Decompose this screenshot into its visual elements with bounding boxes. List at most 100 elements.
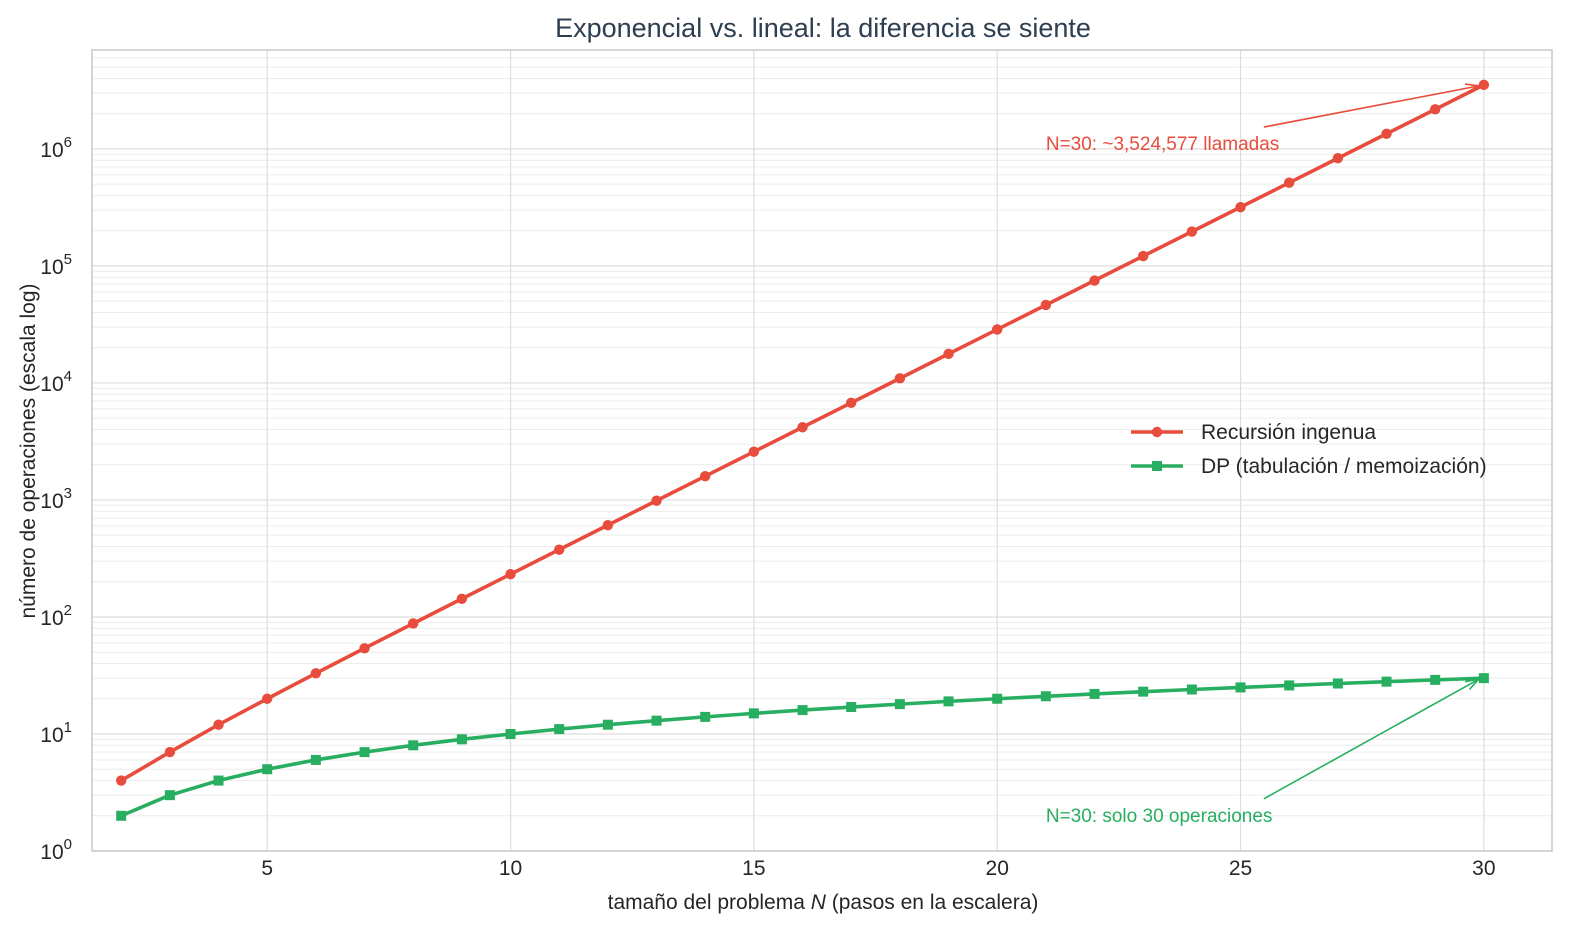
- data-point: [164, 790, 175, 801]
- data-point: [651, 715, 662, 726]
- data-point: [262, 764, 273, 775]
- x-tick-label: 20: [986, 857, 1009, 880]
- chart-title: Exponencial vs. lineal: la diferencia se…: [555, 13, 1091, 43]
- data-point: [1040, 691, 1051, 702]
- annotation-text: N=30: solo 30 operaciones: [1046, 806, 1273, 827]
- y-tick-label: 105: [40, 251, 72, 279]
- y-axis-ticks: 100 101 102 103 104 105 106: [40, 134, 72, 864]
- legend-marker: [1151, 426, 1163, 438]
- data-point: [894, 699, 905, 710]
- data-point: [164, 746, 176, 758]
- y-tick-label: 106: [40, 134, 72, 162]
- legend-marker: [1152, 461, 1162, 471]
- legend-label: Recursión ingenua: [1201, 421, 1376, 444]
- annotations: N=30: ~3,524,577 llamadas N=30: solo 30 o…: [1046, 83, 1482, 827]
- data-point: [700, 470, 711, 482]
- data-point: [894, 373, 906, 384]
- data-point: [700, 711, 711, 722]
- major-grid: [92, 50, 1552, 852]
- data-point: [262, 693, 273, 704]
- data-point: [1186, 684, 1197, 695]
- annotation: N=30: solo 30 operaciones: [1046, 677, 1482, 827]
- x-tick-label: 25: [1229, 857, 1252, 880]
- x-axis-label: tamaño del problema N (pasos en la escal…: [608, 891, 1039, 914]
- y-tick-label: 100: [40, 836, 72, 864]
- data-point: [505, 568, 516, 580]
- x-tick-label: 5: [261, 857, 273, 880]
- data-point: [1430, 104, 1441, 115]
- legend: Recursión ingenua DP (tabulación / memoiz…: [1131, 421, 1487, 478]
- data-point: [797, 705, 808, 716]
- y-tick-label: 104: [40, 368, 72, 396]
- data-point: [602, 719, 613, 730]
- data-point: [943, 696, 954, 707]
- data-point: [456, 593, 468, 604]
- data-point: [310, 754, 321, 765]
- data-point: [1186, 226, 1198, 237]
- x-axis-label-part-1: tamaño del problema: [608, 891, 811, 914]
- x-axis-label-part-3: (pasos en la escalera): [826, 891, 1038, 914]
- data-point: [1332, 153, 1344, 164]
- data-point: [456, 734, 467, 745]
- data-point: [1040, 299, 1052, 311]
- data-point: [1381, 676, 1392, 687]
- data-point: [1478, 79, 1490, 91]
- data-point: [359, 643, 370, 654]
- data-point: [359, 747, 370, 758]
- data-point: [651, 495, 662, 506]
- data-point: [1138, 686, 1149, 697]
- data-point: [1478, 673, 1489, 684]
- x-axis-ticks: 5 10 15 20 25 30: [261, 857, 1495, 880]
- legend-item-2: DP (tabulación / memoización): [1131, 455, 1487, 478]
- data-point: [505, 728, 516, 739]
- data-point: [554, 544, 565, 555]
- data-point: [1235, 201, 1246, 213]
- y-tick-label: 102: [40, 602, 72, 630]
- data-point: [554, 724, 565, 735]
- x-tick-label: 10: [499, 857, 522, 880]
- annotation-arrow: [1263, 678, 1480, 800]
- data-point: [1381, 128, 1392, 139]
- data-point: [310, 668, 322, 679]
- y-axis-label: número de operaciones (escala log): [17, 283, 40, 618]
- data-point: [797, 422, 808, 433]
- annotation-text: N=30: ~3,524,577 llamadas: [1046, 134, 1279, 155]
- data-point: [1235, 682, 1246, 693]
- data-point: [213, 719, 224, 730]
- legend-label: DP (tabulación / memoización): [1201, 455, 1487, 478]
- data-point: [1089, 688, 1100, 699]
- series-layer: [116, 79, 1490, 821]
- data-point: [1430, 674, 1441, 685]
- data-point: [748, 708, 759, 719]
- data-point: [408, 740, 419, 751]
- annotation-arrowhead: [1464, 677, 1482, 691]
- series-1: [116, 79, 1490, 786]
- y-tick-label: 101: [40, 719, 72, 747]
- series-2: [116, 673, 1489, 821]
- data-point: [748, 446, 760, 457]
- data-point: [116, 775, 127, 786]
- minor-grid: [92, 49, 1552, 817]
- data-point: [846, 397, 857, 408]
- data-point: [943, 348, 954, 360]
- data-point: [1284, 680, 1295, 691]
- data-point: [992, 324, 1003, 335]
- data-point: [1332, 678, 1343, 689]
- x-tick-label: 30: [1472, 857, 1495, 880]
- annotation: N=30: ~3,524,577 llamadas: [1046, 83, 1482, 155]
- data-point: [1089, 275, 1100, 286]
- annotation-arrowhead: [1464, 83, 1482, 94]
- data-point: [846, 702, 857, 713]
- legend-item-1: Recursión ingenua: [1131, 421, 1376, 444]
- annotation-arrow: [1263, 85, 1480, 128]
- plot-area: [91, 49, 1553, 852]
- data-point: [213, 775, 224, 786]
- data-point: [1138, 250, 1149, 262]
- x-axis-label-part-2: N: [811, 891, 827, 914]
- data-point: [602, 519, 614, 531]
- y-tick-label: 103: [40, 485, 72, 513]
- data-point: [1284, 177, 1295, 188]
- data-point: [992, 693, 1003, 704]
- x-tick-label: 15: [742, 857, 765, 880]
